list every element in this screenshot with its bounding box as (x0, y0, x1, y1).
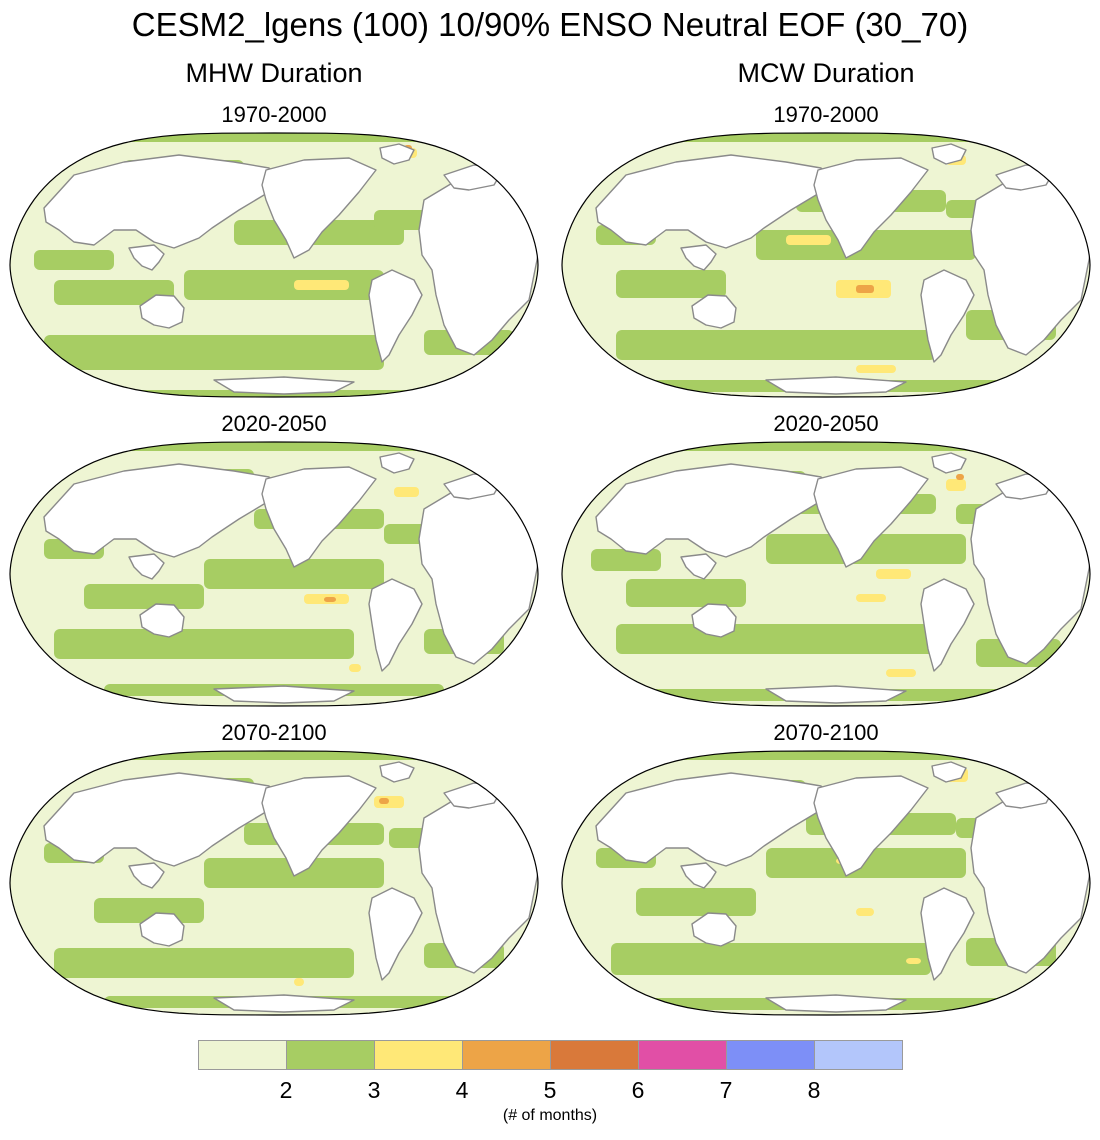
column-title-mcw: MCW Duration (737, 58, 915, 88)
colorbar-swatch-2 (286, 1040, 375, 1070)
map-panel-mcw-1970-2000: 1970-2000 (552, 102, 1100, 402)
panel-period-title: 1970-2000 (773, 102, 879, 127)
figure-title: CESM2_lgens (100) 10/90% ENSO Neutral EO… (131, 6, 969, 43)
colorbar-swatch-7 (726, 1040, 815, 1070)
panel-period-title: 2070-2100 (773, 720, 879, 745)
colorbar-tick-label: 5 (543, 1077, 557, 1103)
colorbar-swatch-8 (814, 1040, 903, 1070)
colorbar-tick-label: 6 (631, 1077, 645, 1103)
robinson-map (9, 750, 539, 1016)
colorbar-tick-label: 3 (367, 1077, 381, 1103)
robinson-map (9, 132, 539, 398)
colorbar-tick-label: 4 (455, 1077, 469, 1103)
panel-period-title: 2020-2050 (773, 411, 879, 436)
colorbar-tick-label: 8 (807, 1077, 821, 1103)
panel-period-title: 2070-2100 (221, 720, 327, 745)
robinson-map (561, 750, 1091, 1016)
map-panel-mhw-2020-2050: 2020-2050 (0, 411, 548, 711)
robinson-map (561, 132, 1091, 398)
colorbar-swatch-3 (374, 1040, 463, 1070)
colorbar-swatch-5 (550, 1040, 639, 1070)
colorbar-unit-label: (# of months) (502, 1107, 598, 1124)
map-panel-mhw-1970-2000: 1970-2000 (0, 102, 548, 402)
colorbar (198, 1040, 903, 1072)
panel-period-title: 2020-2050 (221, 411, 327, 436)
map-panel-mhw-2070-2100: 2070-2100 (0, 720, 548, 1020)
robinson-map (561, 441, 1091, 707)
colorbar-swatch-4 (462, 1040, 551, 1070)
colorbar-swatch-1 (198, 1040, 287, 1070)
colorbar-tick-label: 7 (719, 1077, 733, 1103)
colorbar-swatch-6 (638, 1040, 727, 1070)
colorbar-tick-label: 2 (279, 1077, 293, 1103)
map-panel-mcw-2020-2050: 2020-2050 (552, 411, 1100, 711)
robinson-map (9, 441, 539, 707)
map-panel-mcw-2070-2100: 2070-2100 (552, 720, 1100, 1020)
column-title-mhw: MHW Duration (185, 58, 363, 88)
panel-period-title: 1970-2000 (221, 102, 327, 127)
